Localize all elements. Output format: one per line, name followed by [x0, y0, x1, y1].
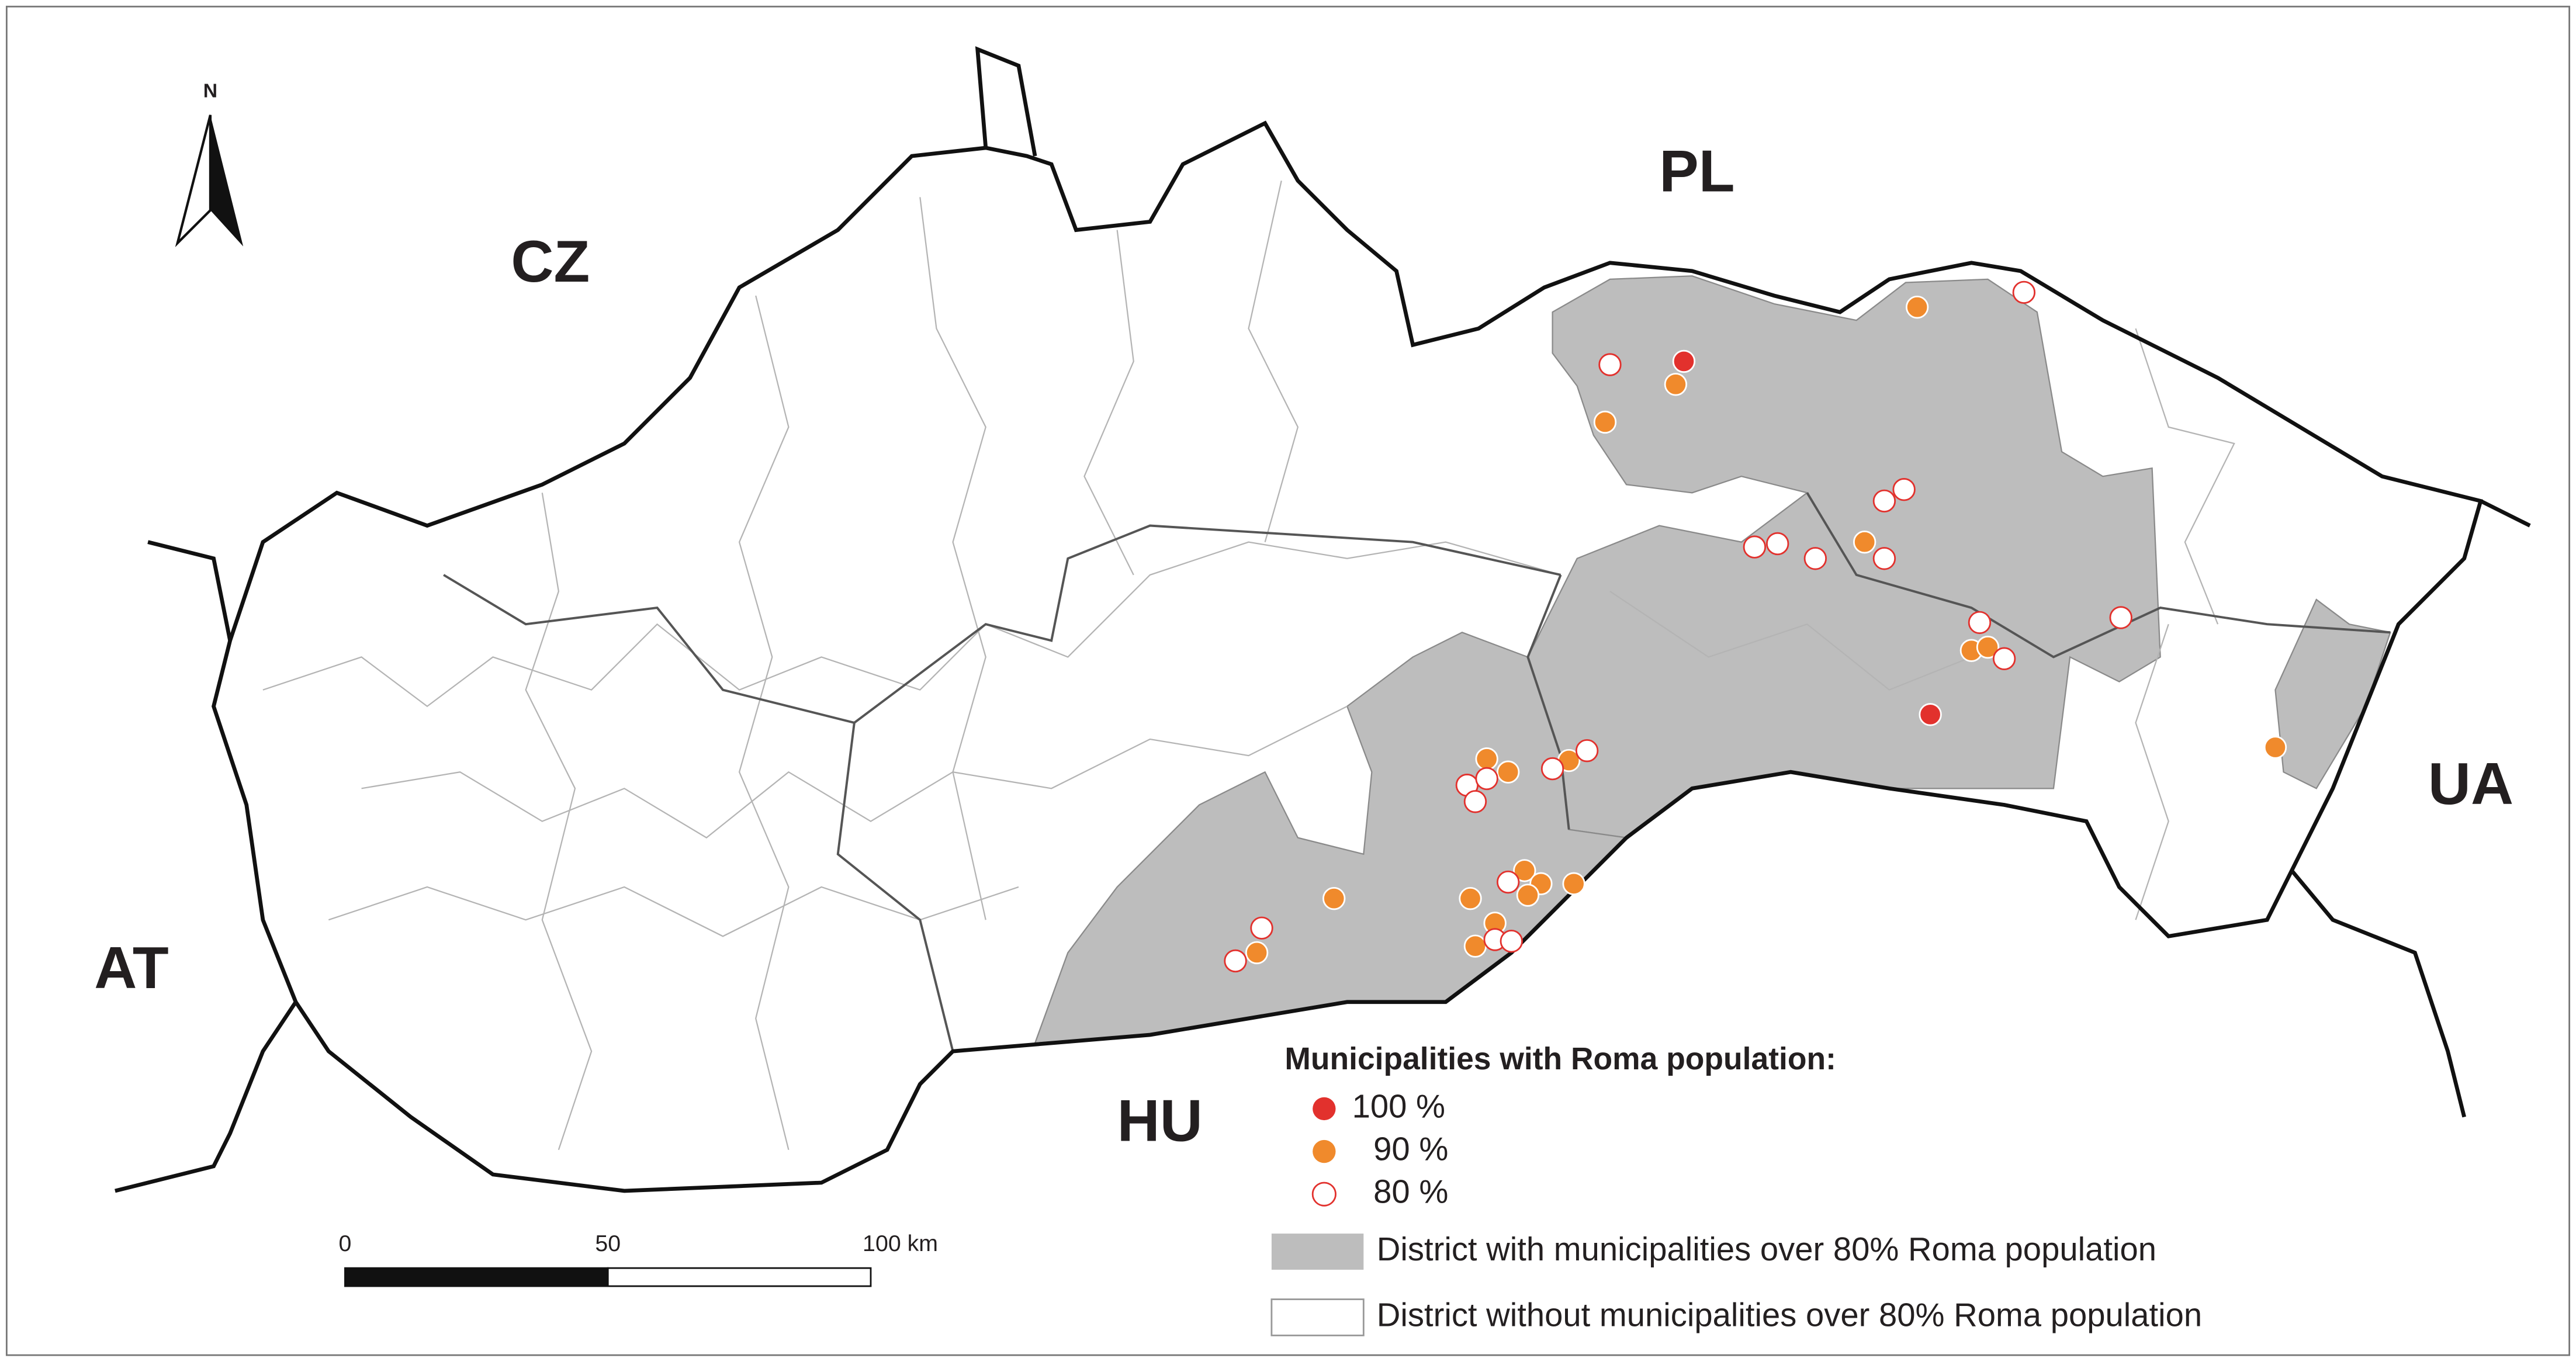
legend-label: 100 % [1352, 1087, 1445, 1124]
municipalities [1224, 280, 2287, 973]
scale-label: 100 km [863, 1231, 938, 1256]
scale-bar: 0 50 100 km [338, 1231, 938, 1287]
scale-label: 0 [338, 1231, 351, 1256]
country-label: PL [1659, 138, 1734, 205]
scale-segment [607, 1267, 872, 1287]
legend-swatch [1313, 1097, 1336, 1121]
country-label: AT [94, 935, 168, 1001]
district-boundaries [262, 180, 2235, 1151]
legend-label: 90 % [1373, 1130, 1448, 1167]
legend: Municipalities with Roma population: 100… [1270, 1042, 2202, 1336]
legend-swatch [1270, 1298, 1365, 1336]
municipality-100 [1672, 349, 1942, 726]
country-label: CZ [511, 228, 590, 295]
legend-label: District without municipalities over 80%… [1377, 1296, 2202, 1333]
legend-label: 80 % [1373, 1173, 1448, 1210]
country-label: UA [2428, 751, 2513, 817]
legend-swatch [1311, 1182, 1337, 1207]
north-label: N [203, 79, 217, 102]
legend-label: District with municipalities over 80% Ro… [1377, 1231, 2156, 1267]
country-label: HU [1117, 1087, 1203, 1153]
legend-swatch [1313, 1139, 1336, 1163]
municipality-80 [1224, 280, 2132, 973]
region-boundaries [443, 492, 2391, 1052]
municipality-90 [1245, 295, 2287, 965]
district-area [2274, 598, 2391, 789]
scale-segment [344, 1267, 609, 1287]
legend-swatch [1271, 1234, 1364, 1270]
legend-title: Municipalities with Roma population: [1284, 1042, 1836, 1076]
external-borders [115, 46, 2531, 1193]
scale-label: 50 [595, 1231, 621, 1256]
